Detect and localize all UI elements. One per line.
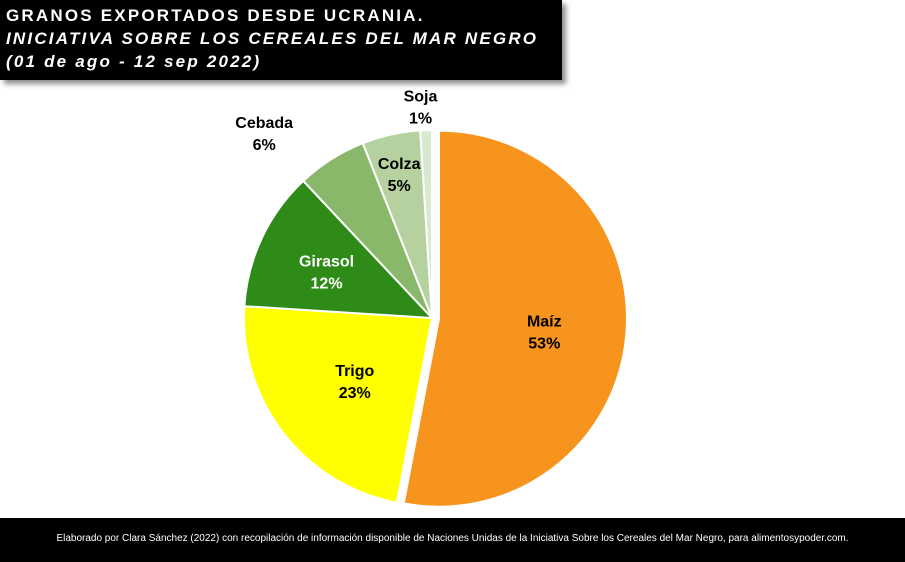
footer: Elaborado por Clara Sánchez (2022) con r… [0,518,905,562]
pie-chart: Maíz 53% Trigo 23% Girasol 12% Cebada 6% Colza 5%… [235,88,628,508]
pie-slices [243,128,628,508]
slice-label-girasol: Girasol 12% [299,253,354,292]
slice-label-cebada: Cebada 6% [235,115,293,154]
pie-slice-trigo [243,305,434,504]
slice-label-trigo: Trigo 23% [335,363,374,402]
slice-label-maiz: Maíz 53% [527,314,562,353]
slice-label-colza: Colza 5% [378,156,421,195]
chart-subtitle: INICIATIVA SOBRE LOS CEREALES DEL MAR NE… [6,29,539,48]
footer-credit: Elaborado por Clara Sánchez (2022) con r… [56,533,849,544]
chart-date-range: (01 de ago - 12 sep 2022) [6,52,262,71]
pie-labels: Maíz 53% Trigo 23% Girasol 12% Cebada 6% Colza 5%… [235,88,561,402]
chart-title-box: GRANOS EXPORTADOS DESDE UCRANIA. INICIAT… [0,0,562,80]
pie-slice-girasol [243,179,435,320]
pie-slice-soja [419,128,433,319]
chart-title: GRANOS EXPORTADOS DESDE UCRANIA. [6,6,425,25]
pie-slice-maiz [402,129,628,508]
slice-label-soja: Soja 1% [404,88,438,127]
